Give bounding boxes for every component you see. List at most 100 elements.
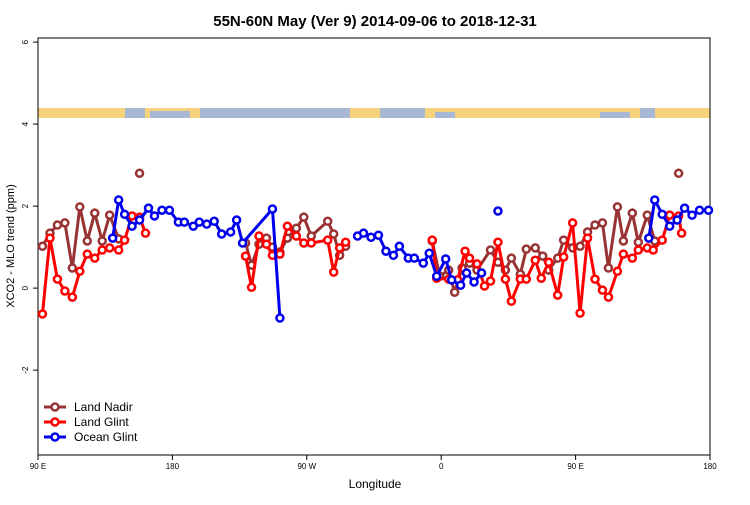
x-tick-label: 90 E <box>567 462 583 471</box>
point <box>82 236 93 246</box>
point <box>618 249 629 259</box>
point <box>597 285 608 295</box>
map-strip <box>38 108 710 118</box>
point <box>633 245 644 255</box>
point <box>225 227 236 237</box>
point <box>75 266 85 277</box>
point <box>427 235 437 245</box>
point <box>275 249 285 259</box>
point <box>67 263 78 273</box>
point <box>119 209 130 220</box>
point <box>299 212 309 222</box>
point <box>558 252 569 262</box>
point <box>424 248 435 259</box>
point <box>104 210 115 220</box>
point <box>536 273 547 284</box>
point <box>113 195 124 205</box>
point <box>590 274 600 284</box>
point <box>60 218 70 228</box>
point <box>521 274 532 284</box>
point <box>113 245 124 255</box>
point <box>119 235 130 245</box>
point <box>140 228 151 238</box>
point <box>261 239 272 249</box>
point <box>89 208 100 218</box>
point <box>493 237 503 247</box>
point <box>67 292 78 302</box>
point <box>237 238 248 248</box>
point <box>246 282 257 293</box>
point <box>240 251 251 261</box>
x-tick-label: 90 W <box>297 462 316 471</box>
point <box>127 211 137 221</box>
point <box>373 230 384 240</box>
point <box>209 216 219 227</box>
point <box>143 203 154 213</box>
point <box>672 215 682 225</box>
x-axis-label: Longitude <box>349 477 402 491</box>
point <box>597 218 608 228</box>
point <box>37 309 48 319</box>
point <box>543 257 554 268</box>
point <box>328 267 339 277</box>
point <box>633 237 644 247</box>
point <box>648 245 659 255</box>
point <box>612 266 623 277</box>
point <box>328 229 339 239</box>
point <box>476 268 487 278</box>
point <box>618 236 629 246</box>
point <box>479 281 490 291</box>
y-tick-label: 6 <box>21 39 30 44</box>
legend-label: Land Nadir <box>74 400 133 414</box>
legend-label: Land Glint <box>74 415 129 429</box>
point <box>366 232 376 243</box>
point <box>381 246 391 256</box>
point <box>254 231 264 241</box>
point <box>537 251 548 261</box>
point <box>322 216 333 227</box>
point <box>194 217 205 227</box>
point <box>464 253 475 263</box>
point <box>603 263 614 273</box>
legend-marker <box>50 417 60 427</box>
point <box>530 255 541 265</box>
point <box>134 215 145 225</box>
point <box>552 290 563 300</box>
point <box>388 250 399 261</box>
point <box>485 245 496 255</box>
point <box>500 274 511 284</box>
point <box>575 308 585 318</box>
point <box>485 276 496 286</box>
legend-marker <box>50 402 60 412</box>
point <box>460 246 470 256</box>
point <box>306 238 317 248</box>
point <box>409 253 420 263</box>
point <box>627 253 638 263</box>
x-tick-label: 180 <box>703 462 717 471</box>
point <box>37 241 48 252</box>
point <box>127 221 137 231</box>
point <box>472 259 482 269</box>
point <box>164 205 175 215</box>
y-tick-label: -2 <box>21 366 30 374</box>
point <box>282 221 293 231</box>
point <box>340 237 351 247</box>
point <box>45 233 55 243</box>
point <box>449 287 460 297</box>
point <box>575 241 585 252</box>
point <box>418 258 429 268</box>
point <box>506 296 517 306</box>
point <box>530 243 541 253</box>
point <box>82 249 93 259</box>
point <box>216 229 227 239</box>
point <box>75 202 85 212</box>
point <box>97 236 107 246</box>
point <box>179 217 190 227</box>
point <box>461 268 472 278</box>
x-tick-label: 90 E <box>30 462 46 471</box>
point <box>590 220 600 230</box>
chart-title: 55N-60N May (Ver 9) 2014-09-06 to 2018-1… <box>213 13 537 30</box>
y-tick-label: 0 <box>21 285 30 290</box>
point <box>612 202 623 212</box>
